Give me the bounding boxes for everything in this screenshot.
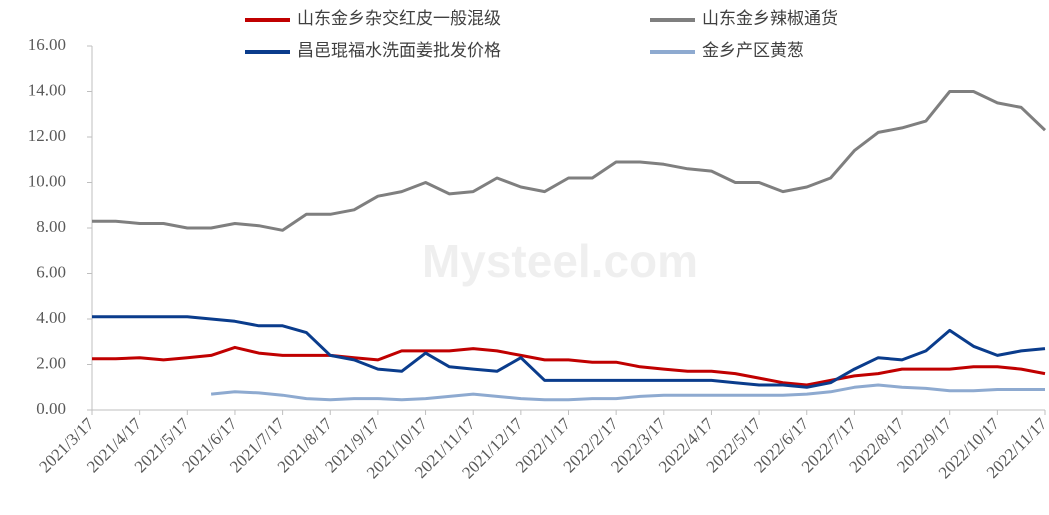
y-tick-label: 0.00	[36, 399, 66, 418]
y-tick-label: 8.00	[36, 217, 66, 236]
y-tick-label: 6.00	[36, 262, 66, 281]
y-tick-label: 12.00	[28, 126, 66, 145]
line	[92, 315, 1046, 389]
line	[210, 383, 1045, 402]
legend-text: 金乡产区黄葱	[702, 41, 804, 60]
y-tick-label: 14.00	[28, 80, 66, 99]
legend-text: 山东金乡杂交红皮一般混级	[297, 9, 501, 28]
line	[92, 90, 1047, 232]
y-tick-label: 4.00	[36, 308, 66, 327]
legend-text: 昌邑琨福水洗面姜批发价格	[297, 41, 501, 60]
y-tick-label: 16.00	[28, 35, 66, 54]
legend-text: 山东金乡辣椒通货	[702, 9, 838, 28]
y-tick-label: 2.00	[36, 353, 66, 372]
watermark: Mysteel.com	[422, 235, 698, 287]
y-tick-label: 10.00	[28, 171, 66, 190]
line	[92, 345, 1046, 387]
